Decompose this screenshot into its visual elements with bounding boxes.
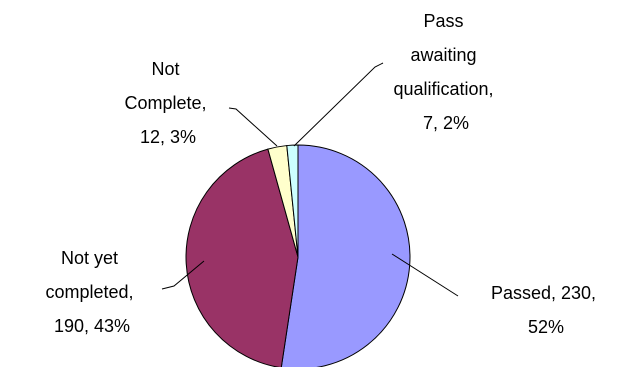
label-not-complete: Not Complete, 12, 3% <box>124 59 211 147</box>
leader-pass-awaiting-qualification <box>293 62 384 147</box>
label-passed: Passed, 230, 52% <box>491 283 601 337</box>
label-not-yet-completed-line-2: completed, <box>45 282 133 302</box>
slice-passed <box>280 144 411 367</box>
label-not-complete-line-2: Complete, <box>124 93 206 113</box>
leader-not-yet-completed <box>161 260 205 290</box>
label-pass-awaiting-qualification-line-4: 7, 2% <box>423 113 469 133</box>
label-not-yet-completed-line-1: Not yet <box>61 248 118 268</box>
leader-passed <box>391 253 459 297</box>
label-passed-line-1: Passed, 230, <box>491 283 596 303</box>
label-passed-line-2: 52% <box>528 317 564 337</box>
label-pass-awaiting-qualification: Pass awaiting qualification, 7, 2% <box>393 11 498 133</box>
label-not-complete-line-1: Not <box>151 59 179 79</box>
label-not-yet-completed-line-3: 190, 43% <box>54 316 130 336</box>
slices-layer <box>185 144 411 367</box>
label-not-yet-completed: Not yet completed, 190, 43% <box>45 248 138 336</box>
label-not-complete-line-3: 12, 3% <box>140 127 196 147</box>
slice-pass-awaiting-qualification <box>286 144 299 258</box>
leader-not-complete <box>228 107 278 147</box>
leader-lines-layer <box>161 62 459 297</box>
label-pass-awaiting-qualification-line-3: qualification, <box>393 79 493 99</box>
labels-layer: Passed, 230, 52% Not yet completed, 190,… <box>45 11 601 337</box>
label-pass-awaiting-qualification-line-2: awaiting <box>410 45 476 65</box>
label-pass-awaiting-qualification-line-1: Pass <box>423 11 463 31</box>
slice-not-yet-completed <box>185 148 299 367</box>
